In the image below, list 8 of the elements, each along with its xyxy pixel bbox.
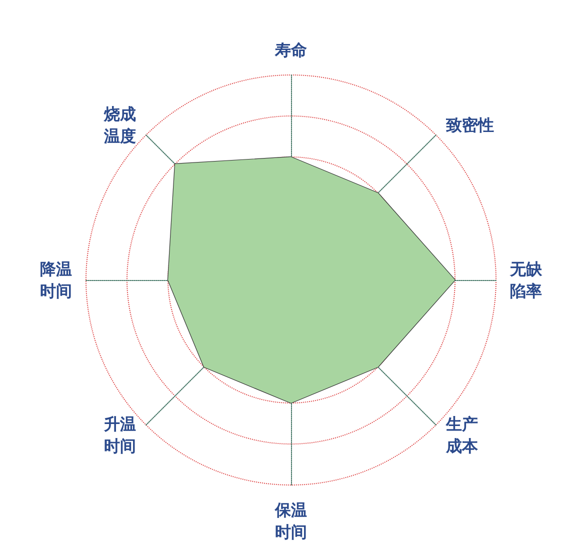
spoke-label: 降温时间 <box>40 260 72 300</box>
spoke-label: 烧成温度 <box>103 104 136 146</box>
spoke-label: 无缺陷率 <box>509 260 543 300</box>
spoke-label: 保温时间 <box>274 500 307 542</box>
spoke-label: 寿命 <box>274 40 307 60</box>
spoke-label: 升温时间 <box>103 414 136 456</box>
spoke-label: 生产成本 <box>444 414 479 456</box>
spoke-label: 致密性 <box>444 116 494 135</box>
